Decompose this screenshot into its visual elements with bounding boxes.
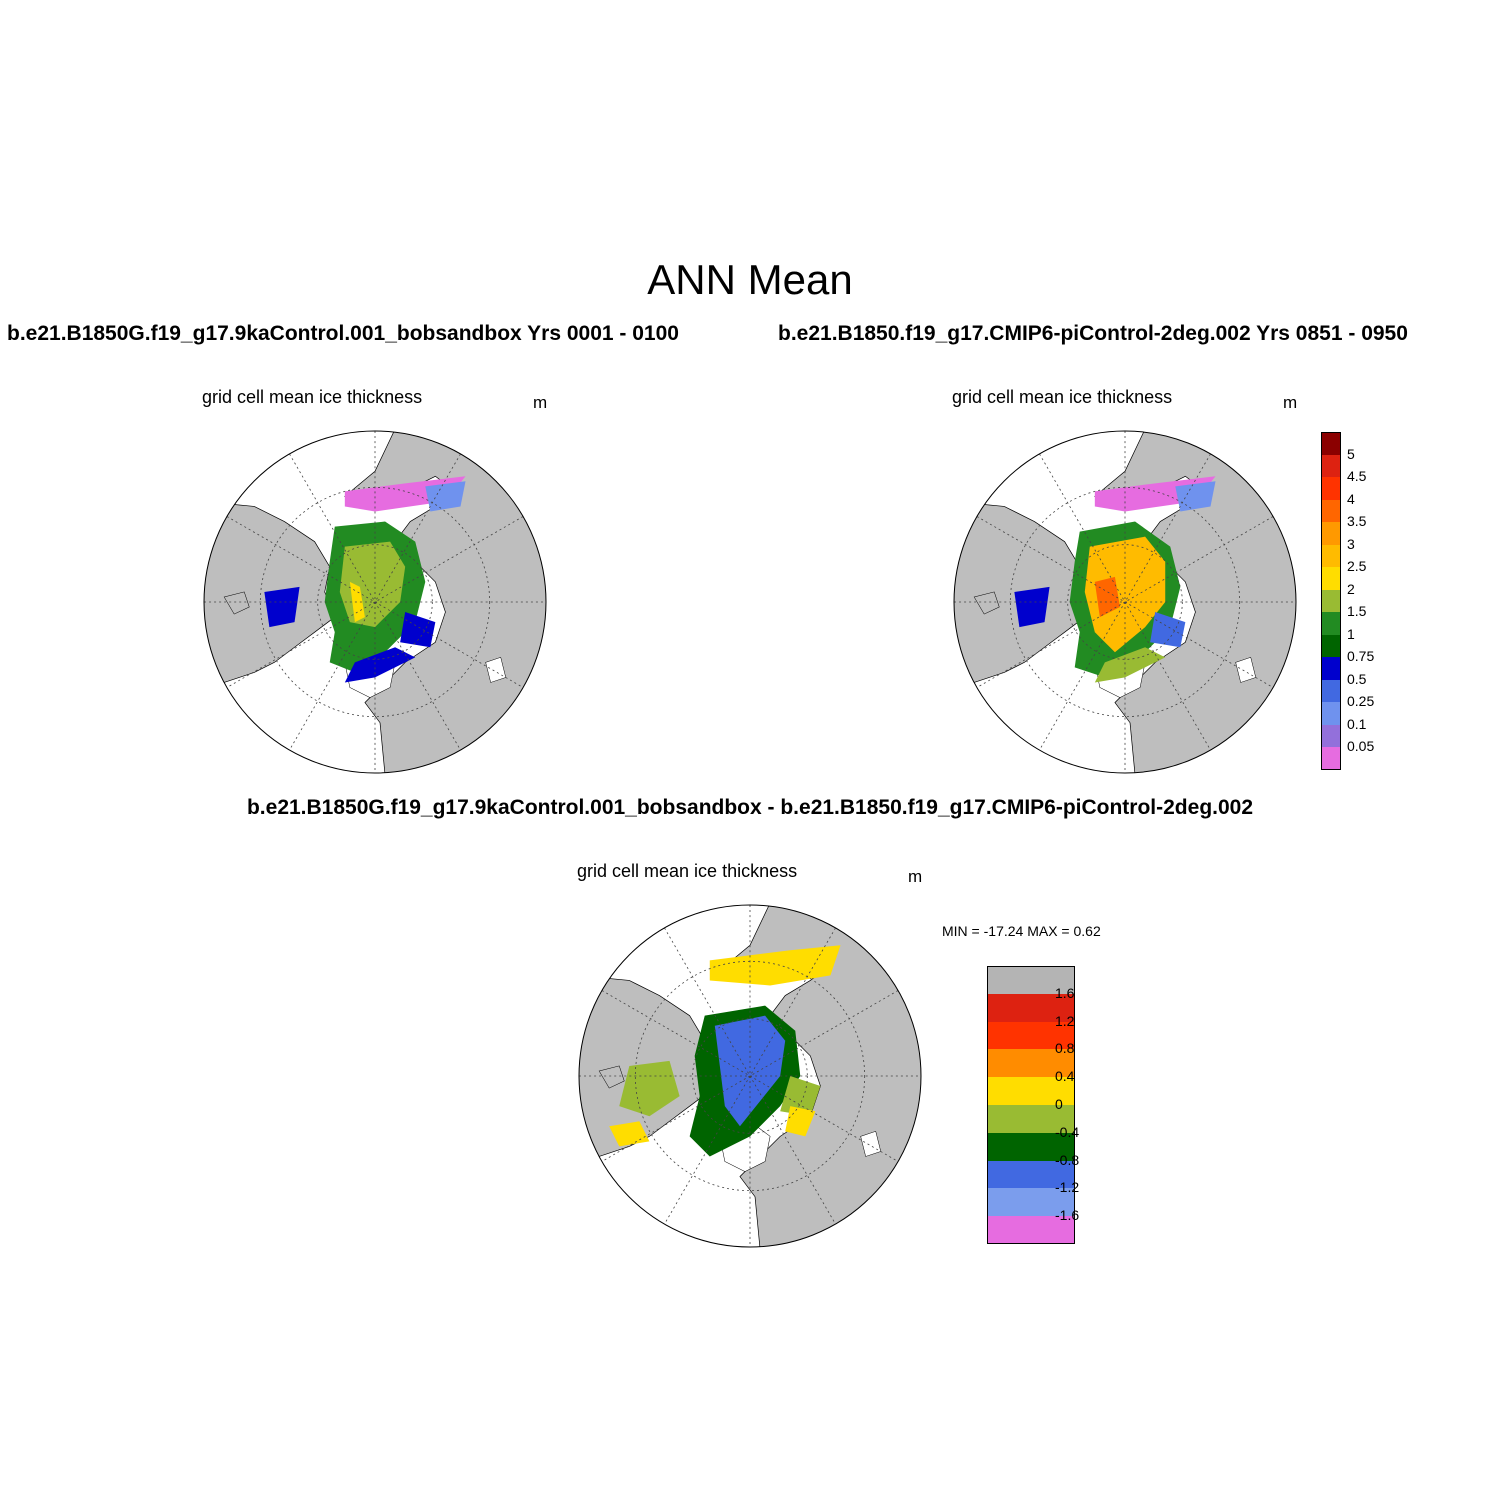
colorbar-thickness-label: 1.5 <box>1347 603 1367 620</box>
colorbar-thickness-label: 2.5 <box>1347 558 1367 575</box>
map-panel-3 <box>578 904 922 1248</box>
panel-2-case-title: b.e21.B1850.f19_g17.CMIP6-piControl-2deg… <box>778 322 1408 345</box>
colorbar-difference-label: 0.8 <box>1055 1040 1075 1057</box>
ice-region <box>425 481 466 512</box>
panel-2-units: m <box>1283 393 1298 412</box>
ice-region <box>1150 612 1186 648</box>
colorbar-difference-swatch <box>987 1049 1075 1078</box>
colorbar-thickness-swatch <box>1321 702 1341 725</box>
colorbar-difference: 1.6 1.2 0.8 0.4 0 -0.4 -0.8 -1.2 -1.6 <box>987 966 1079 1244</box>
map-panel-2 <box>953 430 1297 774</box>
ice-region <box>1084 536 1166 653</box>
colorbar-thickness-swatch <box>1321 747 1341 770</box>
colorbar-thickness-label: 4.5 <box>1347 468 1367 485</box>
colorbar-thickness-label: 0.05 <box>1347 738 1375 755</box>
colorbar-thickness-label: 0.75 <box>1347 648 1375 665</box>
ice-region <box>349 581 365 623</box>
ice-region <box>609 1121 650 1147</box>
colorbar-difference-swatch <box>987 1021 1075 1050</box>
colorbar-thickness-swatch <box>1321 567 1341 590</box>
colorbar-difference-label: -1.6 <box>1055 1207 1080 1224</box>
ice-region <box>1175 481 1216 512</box>
ice-region <box>400 612 436 648</box>
panel-3-case-title: b.e21.B1850G.f19_g17.9kaControl.001_bobs… <box>246 796 1254 819</box>
colorbar-difference-swatch <box>987 1188 1075 1217</box>
map-border <box>953 430 1297 774</box>
colorbar-thickness-swatch <box>1321 679 1341 703</box>
panel-1-units: m <box>533 393 548 412</box>
colorbar-difference-swatch <box>987 1132 1075 1161</box>
colorbar-thickness-label: 4 <box>1347 490 1355 507</box>
colorbar-difference-swatch <box>987 1077 1075 1105</box>
panel-1-label: grid cell mean ice thickness <box>202 387 423 407</box>
colorbar-thickness-label: 1 <box>1347 625 1355 642</box>
colorbar-thickness-swatch <box>1321 589 1341 613</box>
colorbar-difference-label: -0.4 <box>1055 1123 1080 1140</box>
colorbar-difference-label: -0.8 <box>1055 1151 1080 1168</box>
land-island <box>223 591 250 615</box>
colorbar-thickness-label: 5 <box>1347 445 1355 462</box>
colorbar-thickness-swatch <box>1321 454 1341 478</box>
colorbar-thickness-swatch <box>1321 432 1341 455</box>
colorbar-thickness-swatch <box>1321 724 1341 748</box>
panel-3-units: m <box>908 867 923 886</box>
panel-3-minmax: MIN = -17.24 MAX = 0.62 <box>942 923 1101 939</box>
colorbar-thickness-label: 0.5 <box>1347 670 1367 687</box>
ice-region <box>1094 576 1120 618</box>
map-border <box>578 904 922 1248</box>
map-content <box>954 431 1296 773</box>
ice-region <box>780 1076 821 1117</box>
colorbar-thickness-label: 2 <box>1347 580 1355 597</box>
map-panel-1 <box>203 430 547 774</box>
ice-region <box>1014 586 1050 628</box>
colorbar-thickness-swatch <box>1321 634 1341 658</box>
panel-3-label: grid cell mean ice thickness <box>577 861 798 881</box>
meridian-line <box>976 516 1274 688</box>
colorbar-thickness-swatch <box>1321 657 1341 680</box>
colorbar-thickness-swatch <box>1321 477 1341 500</box>
colorbar-difference-label: 1.6 <box>1055 984 1075 1001</box>
ice-region <box>709 945 841 986</box>
colorbar-thickness-swatch <box>1321 544 1341 568</box>
panel-2-label: grid cell mean ice thickness <box>952 387 1173 407</box>
land-island <box>598 1065 625 1089</box>
land-island <box>973 591 1000 615</box>
main-title: ANN Mean <box>647 256 853 303</box>
colorbar-thickness-label: 0.1 <box>1347 715 1367 732</box>
colorbar-difference-label: 0 <box>1055 1096 1063 1112</box>
meridian-line <box>601 990 899 1162</box>
colorbar-thickness-label: 3.5 <box>1347 513 1367 530</box>
colorbar-difference-swatch <box>987 993 1075 1022</box>
colorbar-difference-swatch <box>987 1105 1075 1133</box>
colorbar-thickness-label: 3 <box>1347 535 1355 552</box>
ice-region <box>344 647 416 683</box>
colorbar-difference-swatch <box>987 1160 1075 1189</box>
colorbar-difference-swatch <box>987 966 1075 994</box>
colorbar-thickness-label: 0.25 <box>1347 693 1375 710</box>
meridian-line <box>226 516 524 688</box>
map-content <box>579 905 921 1247</box>
colorbar-difference-label: 0.4 <box>1055 1068 1075 1085</box>
colorbar-thickness: 5 4.5 4 3.5 3 2.5 2 1.5 1 0.75 0.5 0.25 0.1 0.05 <box>1321 432 1374 770</box>
panel-1-case-title: b.e21.B1850G.f19_g17.9kaControl.001_bobs… <box>7 322 679 345</box>
colorbar-difference-swatch <box>987 1216 1075 1244</box>
ice-region <box>714 1015 786 1127</box>
colorbar-difference-label: 1.2 <box>1055 1012 1075 1029</box>
colorbar-difference-label: -1.2 <box>1055 1179 1080 1196</box>
colorbar-thickness-swatch <box>1321 499 1341 523</box>
ice-region <box>1094 647 1166 683</box>
ice-region <box>264 586 300 628</box>
ice-region <box>619 1060 680 1117</box>
map-content <box>204 431 546 773</box>
colorbar-thickness-swatch <box>1321 522 1341 545</box>
colorbar-thickness-swatch <box>1321 612 1341 635</box>
map-border <box>203 430 547 774</box>
